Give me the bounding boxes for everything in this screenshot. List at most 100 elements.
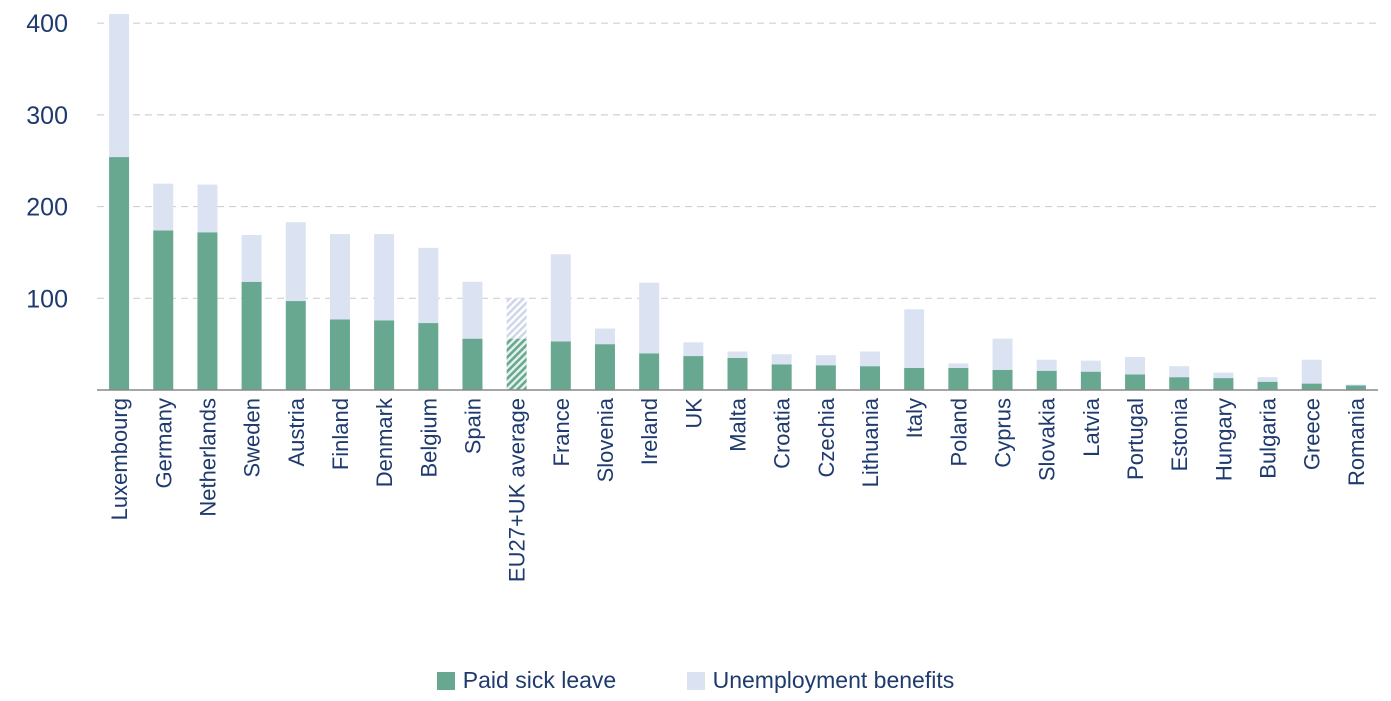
bar-unemployment-benefits [683,342,704,357]
bar-paid-sick-leave [860,366,881,390]
y-tick-label: 200 [26,194,68,222]
bar-unemployment-benefits [1125,356,1146,375]
y-tick-label: 300 [26,102,68,130]
bar-paid-sick-leave [1301,383,1322,390]
category-label: Sweden [240,398,265,478]
bar-paid-sick-leave [550,341,571,390]
bar-unemployment-benefits [992,338,1013,370]
bar-unemployment-benefits [374,234,395,321]
category-label: Romania [1344,397,1369,486]
bar-paid-sick-leave [241,281,262,390]
category-label: Germany [151,398,176,488]
bar-unemployment-benefits [506,298,527,339]
y-tick-label: 400 [26,10,68,38]
bar-unemployment-benefits [1080,360,1101,372]
category-label: Slovenia [593,397,618,482]
bar-unemployment-benefits [1213,372,1234,379]
bar-unemployment-benefits [771,354,792,365]
bar-paid-sick-leave [948,367,969,390]
bar-paid-sick-leave [1345,385,1366,390]
bar-unemployment-benefits [462,281,483,339]
category-label: Latvia [1079,397,1104,456]
legend-label-paid-sick-leave: Paid sick leave [462,667,617,693]
bar-paid-sick-leave [815,365,836,390]
bar-paid-sick-leave [904,367,925,390]
bar-paid-sick-leave [285,301,306,390]
bar-unemployment-benefits [550,254,571,342]
bar-unemployment-benefits [594,328,615,345]
bar-unemployment-benefits [1301,359,1322,384]
legend-item-paid-sick-leave: Paid sick leave [436,667,617,694]
bar-paid-sick-leave [1169,377,1190,390]
bar-unemployment-benefits [329,234,350,320]
category-label: Belgium [416,398,441,477]
bar-paid-sick-leave [109,157,130,390]
category-label: Estonia [1167,397,1192,471]
category-label: Czechia [814,397,839,477]
category-label: Portugal [1123,398,1148,480]
bar-paid-sick-leave [639,353,660,390]
category-label: UK [681,398,706,429]
bar-paid-sick-leave [1213,378,1234,390]
bar-paid-sick-leave [594,344,615,390]
category-label: Italy [902,398,927,438]
legend: Paid sick leave Unemployment benefits [0,667,1391,696]
category-label: Poland [946,398,971,467]
bar-paid-sick-leave [153,230,174,390]
bar-paid-sick-leave [1125,374,1146,390]
category-label: Slovakia [1035,397,1060,481]
bar-unemployment-benefits [285,222,306,302]
category-label: Luxembourg [107,398,132,520]
category-label: Greece [1300,398,1325,470]
category-label: Hungary [1211,398,1236,481]
category-label: Netherlands [195,398,220,517]
bar-paid-sick-leave [1036,370,1057,390]
bar-unemployment-benefits [197,184,218,233]
legend-swatch-unemployment-benefits [686,671,705,690]
bar-unemployment-benefits [860,351,881,367]
bar-unemployment-benefits [1345,384,1366,386]
category-label: Cyprus [991,398,1016,468]
bar-paid-sick-leave [197,232,218,390]
category-label: Croatia [770,397,795,469]
bar-paid-sick-leave [992,369,1013,390]
category-label: EU27+UK average [505,398,530,582]
category-label: France [549,398,574,466]
bar-paid-sick-leave [1080,371,1101,390]
category-label: Malta [726,397,751,452]
category-label: Lithuania [858,397,883,487]
bar-unemployment-benefits [241,235,262,282]
bar-unemployment-benefits [815,355,836,366]
bar-unemployment-benefits [904,309,925,368]
bar-paid-sick-leave [727,357,748,390]
bar-paid-sick-leave [329,319,350,390]
bar-paid-sick-leave [374,320,395,390]
bar-paid-sick-leave [418,323,439,390]
bar-paid-sick-leave [683,356,704,390]
category-label: Ireland [637,398,662,465]
bar-unemployment-benefits [1169,366,1190,378]
bar-unemployment-benefits [727,351,748,358]
legend-label-unemployment-benefits: Unemployment benefits [712,667,955,693]
category-label: Austria [284,397,309,466]
bar-paid-sick-leave [506,338,527,390]
legend-item-unemployment-benefits: Unemployment benefits [686,667,955,694]
legend-swatch-paid-sick-leave [436,671,455,690]
bar-paid-sick-leave [1257,381,1278,390]
category-label: Spain [460,398,485,454]
bar-unemployment-benefits [418,247,439,324]
bar-paid-sick-leave [771,364,792,390]
bar-unemployment-benefits [109,14,130,158]
bar-unemployment-benefits [1036,359,1057,371]
category-label: Finland [328,398,353,470]
y-tick-label: 100 [26,285,68,313]
bar-unemployment-benefits [153,183,174,231]
bar-unemployment-benefits [1257,377,1278,382]
category-label: Bulgaria [1256,397,1281,478]
bar-paid-sick-leave [462,338,483,390]
category-label: Denmark [372,397,397,487]
bar-unemployment-benefits [948,363,969,368]
bar-unemployment-benefits [639,282,660,354]
